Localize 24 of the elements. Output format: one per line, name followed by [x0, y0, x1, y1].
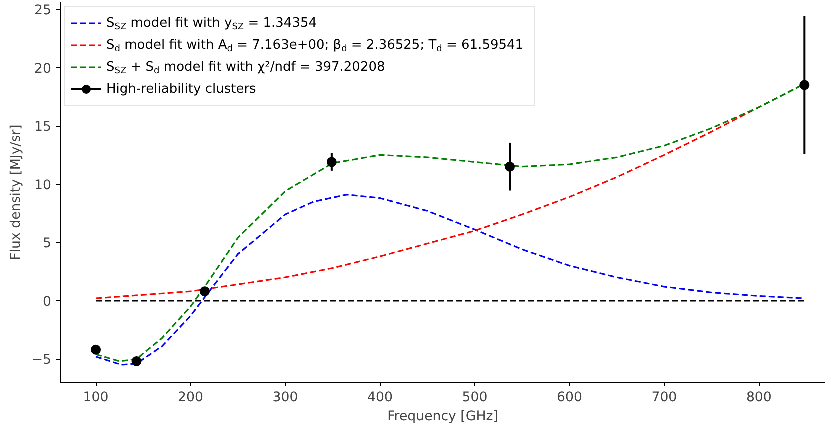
- y-tick-label: 5: [43, 236, 52, 252]
- point: [91, 344, 102, 355]
- y-tick-label: 10: [34, 178, 52, 194]
- y-axis-title: Flux density [MJy/sr]: [8, 124, 24, 260]
- point: [326, 157, 337, 168]
- x-tick-label: 700: [652, 390, 678, 406]
- x-tick-label: 400: [368, 390, 393, 406]
- x-axis-title: Frequency [GHz]: [388, 410, 498, 424]
- y-tick-label: −5: [32, 353, 52, 368]
- y-tick-label: 20: [34, 62, 52, 77]
- point: [505, 162, 516, 172]
- y-tick-label: 15: [34, 120, 52, 136]
- x-tick-label: 300: [272, 390, 298, 406]
- x-tick-label: 800: [746, 390, 772, 406]
- y-tick-label: 0: [43, 294, 52, 310]
- legend-label: High-reliability clusters: [106, 82, 257, 97]
- x-tick-label: 100: [83, 390, 109, 406]
- x-tick-label: 200: [178, 390, 204, 406]
- y-tick-label: 25: [34, 3, 52, 18]
- x-tick-label: 500: [462, 390, 488, 406]
- point: [200, 286, 210, 297]
- x-tick-label: 600: [556, 390, 582, 406]
- point: [800, 80, 810, 90]
- point: [132, 356, 142, 367]
